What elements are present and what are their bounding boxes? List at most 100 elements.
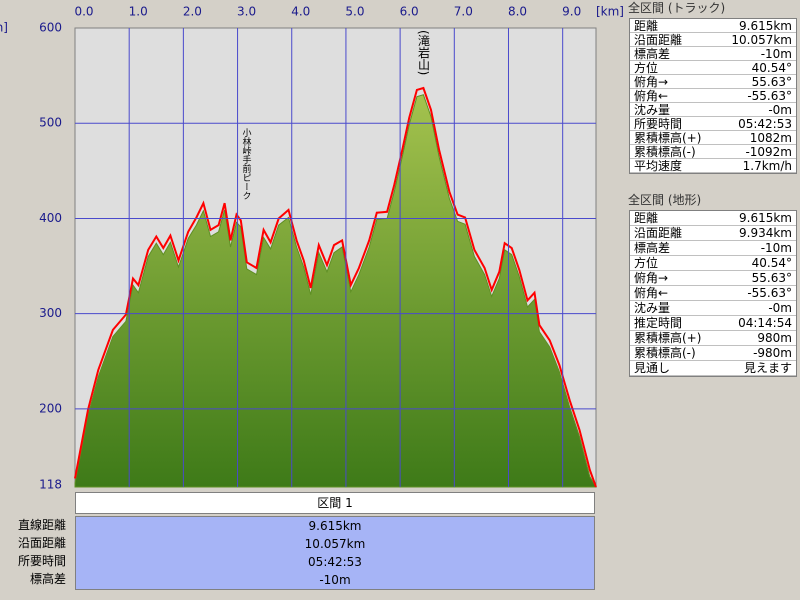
panel-title: 全区間 (トラック) [628, 1, 726, 15]
y-tick-label: 118 [39, 478, 62, 491]
info-row: 方位 40.54° [630, 61, 796, 75]
peak-annotation: (滝岩山) [417, 30, 431, 75]
info-value: -55.63° [747, 286, 792, 300]
info-row: 累積標高(-) -980m [630, 346, 796, 361]
info-value: -1092m [745, 145, 792, 159]
info-value: -0m [768, 103, 792, 117]
x-tick-label: 4.0 [291, 5, 310, 19]
info-row: 平均速度 1.7km/h [630, 159, 796, 173]
info-value: -55.63° [747, 89, 792, 103]
terrain-area [74, 94, 597, 488]
info-value: 40.54° [751, 256, 792, 270]
info-label: 沈み量 [634, 301, 671, 315]
info-row: 俯角← -55.63° [630, 286, 796, 301]
info-row: 方位 40.54° [630, 256, 796, 271]
info-value: 9.615km [739, 211, 792, 225]
info-label: 累積標高(+) [634, 131, 702, 145]
info-value: -10m [760, 47, 792, 61]
section-value: -10m [319, 573, 351, 587]
info-label: 俯角→ [634, 271, 669, 285]
x-unit: [km] [596, 5, 624, 19]
info-value: 9.615km [739, 19, 792, 33]
info-row: 見通し 見えます [630, 361, 796, 376]
info-label: 所要時間 [634, 117, 683, 131]
info-label: 標高差 [634, 241, 671, 255]
info-label: 累積標高(+) [634, 331, 702, 345]
info-row: 俯角→ 55.63° [630, 75, 796, 89]
info-value: 40.54° [751, 61, 792, 75]
x-tick-label: 5.0 [345, 5, 364, 19]
info-row: 標高差 -10m [630, 47, 796, 61]
section-value: 10.057km [304, 537, 366, 551]
x-tick-label: 3.0 [237, 5, 256, 19]
info-value: 05:42:53 [738, 117, 792, 131]
info-value: 見えます [743, 361, 792, 375]
info-row: 沿面距離 9.934km [630, 226, 796, 241]
y-tick-label: 400 [39, 211, 62, 225]
info-row: 推定時間 04:14:54 [630, 316, 796, 331]
info-label: 俯角→ [634, 75, 669, 89]
section-value: 9.615km [308, 519, 362, 533]
x-tick-label: 0.0 [74, 5, 93, 19]
y-tick-label: 300 [39, 306, 62, 320]
x-tick-label: 7.0 [454, 5, 473, 19]
info-value: -10m [760, 241, 792, 255]
info-value: 55.63° [751, 75, 792, 89]
section-label: 標高差 [29, 572, 66, 586]
info-label: 距離 [634, 19, 659, 33]
info-row: 俯角← -55.63° [630, 89, 796, 103]
info-row: 俯角→ 55.63° [630, 271, 796, 286]
info-label: 見通し [634, 361, 671, 375]
info-row: 所要時間 05:42:53 [630, 117, 796, 131]
x-tick-label: 8.0 [508, 5, 527, 19]
info-value: 04:14:54 [738, 316, 792, 330]
y-tick-label: 200 [39, 401, 62, 415]
info-row: 累積標高(+) 980m [630, 331, 796, 346]
x-tick-label: 1.0 [129, 5, 148, 19]
info-row: 累積標高(-) -1092m [630, 145, 796, 159]
info-label: 沈み量 [634, 103, 671, 117]
info-panel: 距離 9.615km 沿面距離 9.934km 標高差 -10m 方位 40.54° 俯角→ 55… [629, 210, 797, 377]
info-panel: 距離 9.615km 沿面距離 10.057km 標高差 -10m 方位 40.54° 俯角→ 5… [629, 18, 797, 174]
info-value: 55.63° [751, 271, 792, 285]
info-value: 1082m [749, 131, 792, 145]
info-label: 俯角← [634, 286, 669, 300]
info-label: 方位 [634, 61, 659, 75]
peak-annotation: 小林峠手前ピーク [241, 128, 252, 200]
section-value: 05:42:53 [308, 555, 362, 569]
info-value: 10.057km [731, 33, 792, 47]
y-tick-label: 500 [39, 116, 62, 130]
info-row: 距離 9.615km [630, 19, 796, 33]
track-line [74, 86, 597, 488]
section-title: 区間 1 [75, 492, 595, 514]
section-body: 9.615km 10.057km 05:42:53 -10m [75, 516, 595, 590]
info-value: 980m [757, 331, 792, 345]
info-label: 累積標高(-) [634, 346, 696, 360]
info-value: 1.7km/h [742, 159, 792, 173]
info-row: 沈み量 -0m [630, 301, 796, 316]
info-row: 沿面距離 10.057km [630, 33, 796, 47]
profile-chart: 0.0 1.0 2.0 3.0 4.0 5.0 6.0 7.0 8.0 9.0 118 200 300 4… [0, 5, 624, 491]
y-unit: [m] [0, 21, 8, 35]
section-label: 沿面距離 [17, 536, 66, 550]
info-value: 9.934km [739, 226, 792, 240]
info-label: 沿面距離 [634, 33, 683, 47]
info-label: 俯角← [634, 89, 669, 103]
info-label: 累積標高(-) [634, 145, 696, 159]
section-label: 所要時間 [17, 554, 66, 568]
info-label: 平均速度 [634, 159, 683, 173]
info-row: 沈み量 -0m [630, 103, 796, 117]
info-label: 沿面距離 [634, 226, 683, 240]
info-value: -0m [768, 301, 792, 315]
panel-title: 全区間 (地形) [628, 193, 702, 207]
info-value: -980m [753, 346, 792, 360]
info-label: 方位 [634, 256, 659, 270]
y-tick-label: 600 [39, 21, 62, 35]
info-row: 標高差 -10m [630, 241, 796, 256]
info-label: 推定時間 [634, 316, 683, 330]
section-label: 直線距離 [17, 518, 66, 532]
info-label: 標高差 [634, 47, 671, 61]
x-tick-label: 9.0 [562, 5, 581, 19]
x-tick-label: 2.0 [183, 5, 202, 19]
